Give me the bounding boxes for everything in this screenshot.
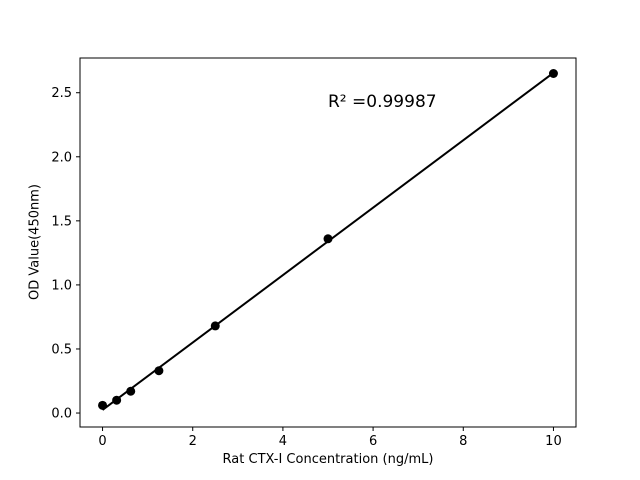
r-squared-annotation: R² =0.99987 (328, 91, 437, 112)
data-point-marker (112, 395, 122, 405)
x-tick-label: 0 (98, 434, 106, 449)
y-tick-label: 0.5 (51, 342, 72, 357)
y-tick-label: 2.5 (51, 86, 72, 101)
x-tick-label: 8 (459, 434, 467, 449)
y-tick-label: 2.0 (51, 150, 72, 165)
data-point-marker (548, 69, 558, 79)
y-tick-label: 1.0 (51, 278, 72, 293)
data-point-marker (154, 366, 164, 376)
x-tick-label: 6 (369, 434, 377, 449)
data-point-marker (126, 386, 136, 396)
data-point-marker (323, 234, 333, 244)
data-point-marker (210, 321, 220, 331)
x-tick-label: 2 (189, 434, 197, 449)
y-tick-label: 0.0 (51, 407, 72, 422)
x-tick-label: 4 (279, 434, 287, 449)
data-point-marker (98, 400, 108, 410)
x-tick-label: 10 (545, 434, 562, 449)
x-axis-label: Rat CTX-I Concentration (ng/mL) (222, 452, 434, 467)
plot-border (79, 57, 577, 428)
y-tick-label: 1.5 (51, 214, 72, 229)
y-axis-label: OD Value(450nm) (27, 184, 43, 300)
